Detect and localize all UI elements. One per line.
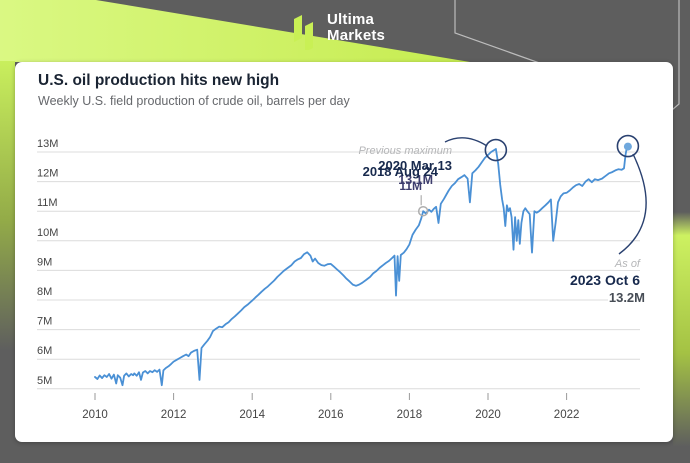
y-axis-label: 6M xyxy=(37,345,52,357)
annotation-as-of-label: As of xyxy=(613,258,641,270)
y-axis-label: 7M xyxy=(37,316,52,328)
annotation-as-of-value: 13.2M xyxy=(607,290,646,305)
x-axis-label: 2012 xyxy=(161,409,187,421)
brand-logo: Ultima Markets xyxy=(294,12,385,50)
brand-name-line2: Markets xyxy=(327,27,386,44)
x-axis-label: 2022 xyxy=(554,409,580,421)
y-axis-label: 10M xyxy=(37,227,58,239)
x-axis-label: 2010 xyxy=(82,409,108,421)
annotation-as-of: As of 2023 Oct 6 13.2M xyxy=(568,258,646,306)
chart-subtitle: Weekly U.S. field production of crude oi… xyxy=(38,94,350,108)
marker-open-circle-11m xyxy=(417,205,429,217)
highlight-circle-previous-max xyxy=(484,138,508,162)
y-axis-label: 5M xyxy=(37,375,52,387)
brand-name-line1: Ultima xyxy=(327,11,375,28)
y-axis-label: 12M xyxy=(37,168,58,180)
x-axis-label: 2016 xyxy=(318,409,344,421)
annotation-as-of-date: 2023 Oct 6 xyxy=(568,272,641,288)
line-chart: 13M 12M 11M 10M 9M 8M 7M 6M 5M 2010 2012 2014 2016 20… xyxy=(37,134,647,421)
chart-card: U.S. oil production hits new high Weekly… xyxy=(15,62,673,442)
production-line xyxy=(94,145,629,387)
y-axis-label: 9M xyxy=(37,256,52,268)
lime-strip-left xyxy=(0,61,15,351)
highlight-circle-latest xyxy=(616,134,640,158)
y-axis-label: 13M xyxy=(37,138,58,150)
y-axis-label: 8M xyxy=(37,286,52,298)
lime-strip-right xyxy=(673,212,690,447)
x-axis-label: 2020 xyxy=(475,409,501,421)
pointer-arc-previous-max xyxy=(444,137,488,147)
annotation-previous-maximum-value: 13.1M xyxy=(398,173,433,187)
x-axis-label: 2014 xyxy=(239,409,265,421)
annotation-2018-high-value: 11M xyxy=(399,179,422,193)
y-axis-label: 11M xyxy=(37,197,58,209)
x-axis-label: 2018 xyxy=(397,409,423,421)
annotation-2018-high-date: 2018 Aug 24 xyxy=(362,164,438,179)
lime-wedge-top-left xyxy=(0,0,470,62)
annotation-2018-high: 2018 Aug 24 11M xyxy=(363,164,438,193)
brand-name: Ultima Markets xyxy=(327,12,385,44)
pointer-arc-latest xyxy=(618,153,647,255)
ultima-markets-logo-icon xyxy=(294,15,313,50)
annotation-previous-maximum: Previous maximum 2020 Mar 13 13.1M xyxy=(358,145,452,187)
chart-title: U.S. oil production hits new high xyxy=(38,72,280,89)
latest-point-dot xyxy=(623,142,632,151)
annotation-previous-maximum-date: 2020 Mar 13 xyxy=(378,158,452,173)
annotation-previous-maximum-label: Previous maximum xyxy=(358,145,452,157)
